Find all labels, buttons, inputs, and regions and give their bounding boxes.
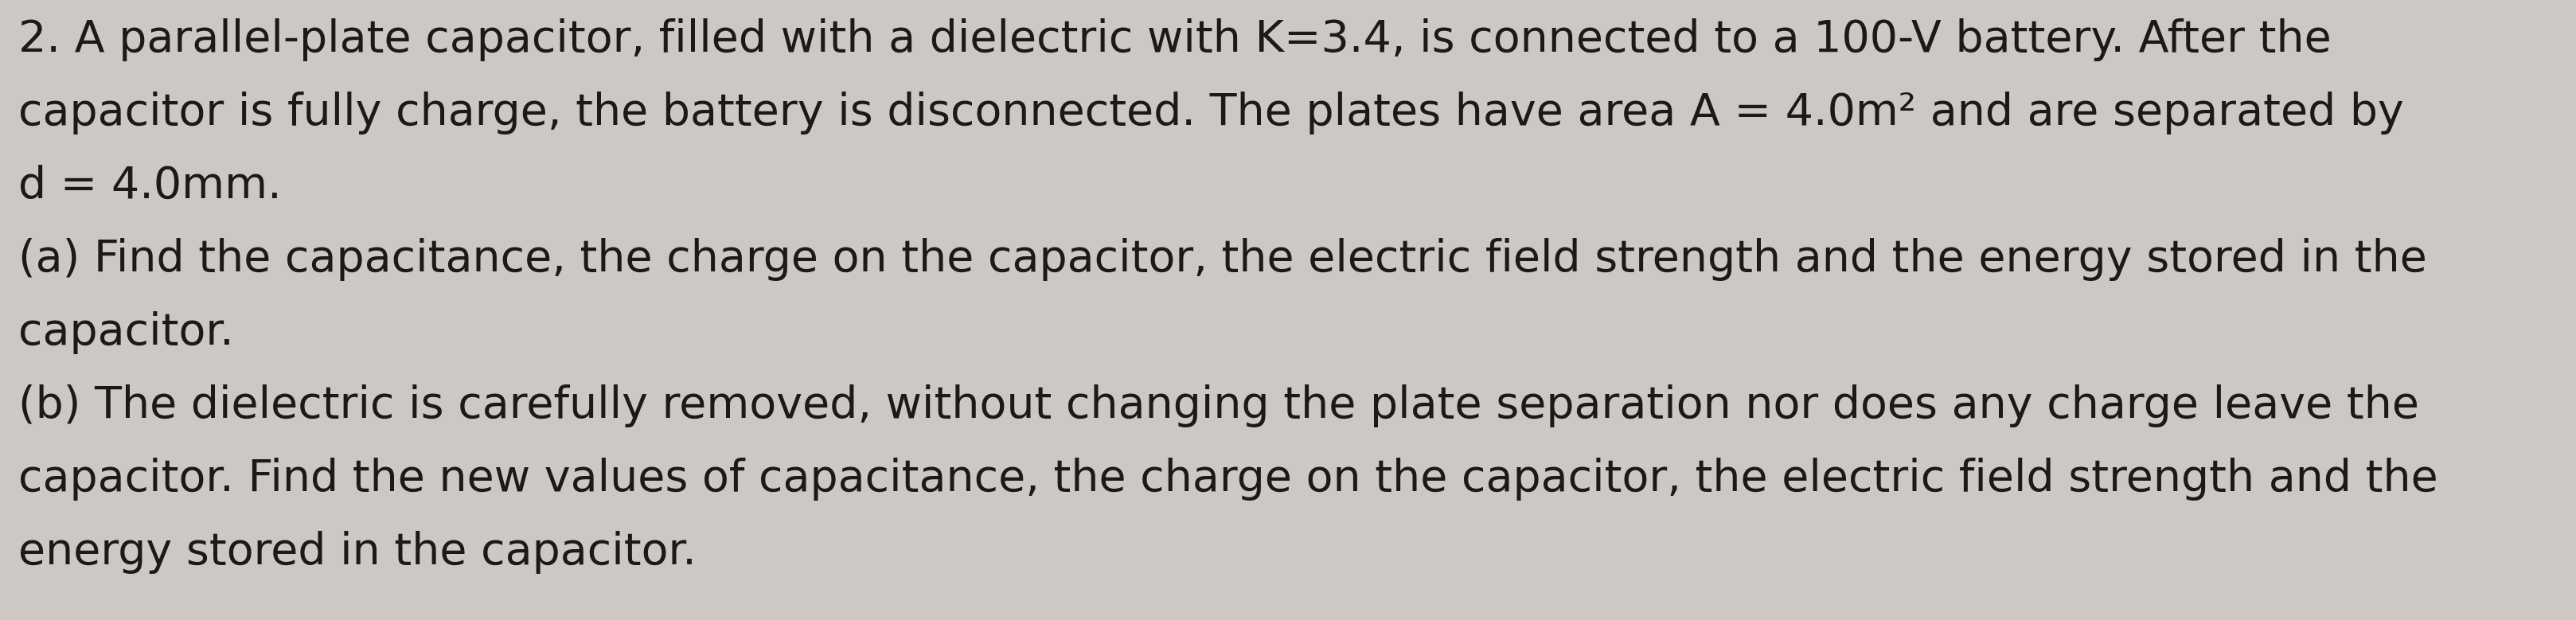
Text: (a) Find the capacitance, the charge on the capacitor, the electric field streng: (a) Find the capacitance, the charge on … bbox=[18, 238, 2427, 281]
Text: (b) The dielectric is carefully removed, without changing the plate separation n: (b) The dielectric is carefully removed,… bbox=[18, 384, 2419, 427]
Text: capacitor. Find the new values of capacitance, the charge on the capacitor, the : capacitor. Find the new values of capaci… bbox=[18, 458, 2437, 500]
Text: capacitor.: capacitor. bbox=[18, 311, 234, 354]
Text: energy stored in the capacitor.: energy stored in the capacitor. bbox=[18, 531, 696, 574]
Text: 2. A parallel-plate capacitor, filled with a dielectric with K=3.4, is connected: 2. A parallel-plate capacitor, filled wi… bbox=[18, 19, 2331, 61]
Text: capacitor is fully charge, the battery is disconnected. The plates have area A =: capacitor is fully charge, the battery i… bbox=[18, 92, 2403, 135]
Text: d = 4.0mm.: d = 4.0mm. bbox=[18, 165, 281, 208]
